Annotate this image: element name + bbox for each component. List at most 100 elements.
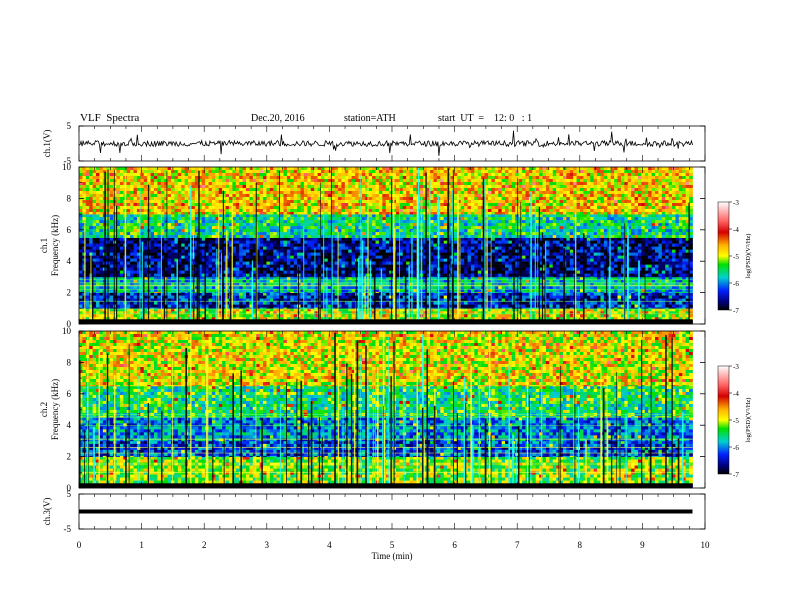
spectrogram-cell — [645, 238, 649, 241]
spectrogram-cell — [232, 293, 236, 296]
spectrogram-cell — [304, 302, 308, 305]
spectrogram-cell — [672, 280, 676, 283]
spectrogram-cell — [239, 317, 243, 319]
spectrogram-cell — [243, 247, 247, 250]
spectrogram-cell — [307, 262, 311, 265]
spectrogram-cell — [635, 241, 639, 244]
spectrogram-cell — [389, 265, 393, 268]
spectrogram-cell — [611, 259, 615, 262]
spectrogram-cell — [151, 253, 155, 256]
spectrogram-cell — [566, 244, 570, 247]
spectrogram-cell — [508, 308, 512, 309]
spectrogram-cell — [413, 305, 417, 308]
spectrogram-cell — [444, 302, 448, 305]
spectrogram-cell — [236, 262, 240, 265]
spectrogram-cell — [386, 308, 390, 309]
spectrogram-cell — [413, 317, 417, 319]
spectrogram-cell — [478, 296, 482, 299]
spectrogram-cell — [236, 292, 240, 293]
spectrogram-cell — [120, 314, 124, 317]
spectrogram-cell — [338, 311, 342, 314]
spectrogram-cell — [283, 280, 287, 283]
spectrogram-cell — [611, 253, 615, 256]
spectrogram-cell — [277, 292, 281, 293]
spectrogram-cell — [243, 253, 247, 256]
spectrogram-cell — [433, 293, 437, 296]
spectrogram-cell — [345, 293, 349, 296]
spectrogram-cell — [345, 308, 349, 309]
spectrogram-cell — [168, 293, 172, 296]
spectrogram-cell — [348, 250, 352, 253]
spectrogram-cell — [341, 292, 345, 293]
spectrogram-cell — [120, 265, 124, 268]
spectrogram-cell — [498, 311, 502, 314]
spectrogram-cell — [376, 314, 380, 317]
spectrogram-cell — [130, 253, 134, 256]
spectrogram-cell — [665, 311, 669, 314]
spectrogram-cell — [120, 244, 124, 247]
spectrogram-cell — [171, 292, 175, 293]
spectrogram-cell — [144, 247, 148, 250]
spectrogram-cell — [324, 280, 328, 283]
spectrogram-cell — [280, 292, 284, 293]
spectrogram-cell — [413, 265, 417, 268]
spectrogram-cell — [236, 265, 240, 268]
spectrogram-cell — [386, 305, 390, 308]
spectrogram-cell — [478, 302, 482, 305]
spectrogram-cell — [283, 292, 287, 293]
spectrogram-cell — [573, 256, 577, 259]
spectrogram-cell — [151, 296, 155, 299]
spectrogram-cell — [154, 265, 158, 268]
spectrogram-cell — [611, 293, 615, 296]
spectrogram-cell — [672, 262, 676, 265]
spectrogram-cell — [283, 296, 287, 299]
spectrogram-cell — [611, 244, 615, 247]
spectrogram-cell — [86, 256, 90, 259]
spectrogram-cell — [338, 259, 342, 262]
spectrogram-cell — [682, 292, 686, 293]
spectrogram-cell — [549, 262, 553, 265]
spectrogram-cell — [283, 314, 287, 317]
spectrogram-cell — [236, 293, 240, 296]
spectrogram-cell — [614, 259, 618, 262]
spectrogram-cell — [614, 314, 618, 317]
spectrogram-cell — [283, 238, 287, 241]
spectrogram-cell — [270, 311, 274, 314]
spectrogram-cell — [297, 292, 301, 293]
spectrogram-cell — [478, 262, 482, 265]
spectrogram-cell — [338, 250, 342, 253]
spectrogram-cell — [618, 256, 622, 259]
spectrogram-cell — [556, 256, 560, 259]
spectrogram-cell — [611, 311, 615, 314]
spectrogram-cell — [372, 256, 376, 259]
spectrogram-cell — [672, 256, 676, 259]
spectrogram-cell — [461, 262, 465, 265]
spectrogram-cell — [672, 296, 676, 299]
spectrogram-cell — [324, 296, 328, 299]
spectrogram-cell — [321, 256, 325, 259]
spectrogram-cell — [99, 311, 103, 314]
spectrogram-cell — [277, 250, 281, 253]
spectrogram-cell — [468, 308, 472, 309]
spectrogram-cell — [79, 238, 83, 241]
spectrogram-cell — [631, 238, 635, 241]
spectrogram-cell — [502, 241, 506, 244]
spectrogram-cell — [260, 311, 264, 314]
spectrogram-cell — [403, 244, 407, 247]
spectrogram-cell — [181, 241, 185, 244]
spectrogram-cell — [311, 292, 315, 293]
spectrogram-cell — [573, 238, 577, 241]
spectrogram-cell — [270, 247, 274, 250]
spectrogram-cell — [556, 308, 560, 309]
spectrogram-cell — [352, 247, 356, 250]
spectrogram-cell — [120, 280, 124, 283]
spectrogram-cell — [212, 250, 216, 253]
spectrogram-cell — [321, 247, 325, 250]
spectrogram-cell — [495, 311, 499, 314]
spectrogram-cell — [219, 262, 223, 265]
spectrogram-cell — [157, 238, 161, 241]
spectrogram-cell — [648, 253, 652, 256]
spectrogram-cell — [498, 256, 502, 259]
spectrogram-cell — [96, 256, 100, 259]
